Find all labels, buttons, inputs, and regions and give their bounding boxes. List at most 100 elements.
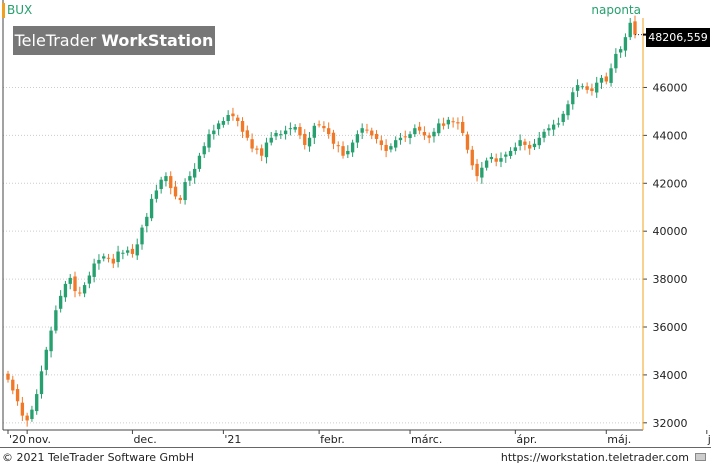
- candle-body: [97, 259, 101, 264]
- candle-body: [350, 142, 355, 153]
- candle-body: [623, 37, 628, 51]
- x-tick-label: febr.: [320, 433, 345, 446]
- y-tick-label: 46000: [653, 81, 688, 94]
- candle-body: [437, 123, 441, 134]
- y-tick-label: 44000: [653, 129, 688, 142]
- x-tick-label: dec.: [133, 433, 156, 446]
- candle-body: [15, 389, 20, 402]
- candle-body: [628, 22, 632, 38]
- window-icon[interactable]: [695, 453, 706, 461]
- candle-body: [30, 409, 34, 419]
- candle-body: [212, 130, 216, 135]
- candle-body: [317, 124, 321, 126]
- candle-body: [327, 128, 331, 135]
- candle-body: [264, 142, 269, 158]
- x-tick-label: '20: [9, 433, 26, 446]
- candle-body: [575, 85, 580, 91]
- ticker-label[interactable]: BUX: [7, 3, 33, 17]
- candle-body: [54, 310, 58, 331]
- candle-body: [422, 132, 427, 136]
- candle-body: [403, 136, 407, 138]
- candle-body: [87, 275, 92, 284]
- x-tick-label: máj.: [607, 433, 631, 446]
- candle-body: [618, 49, 623, 53]
- price-chart[interactable]: 32000 34000 36000 38000 40000 42000 44000 46000…: [0, 0, 711, 447]
- candle-body: [274, 132, 278, 137]
- candle-body: [159, 179, 163, 190]
- candle-body: [312, 125, 316, 138]
- candle-body: [279, 134, 283, 136]
- candle-body: [307, 137, 312, 147]
- candle-body: [255, 148, 259, 150]
- candle-body: [111, 258, 115, 264]
- candle-body: [11, 379, 15, 391]
- candle-body: [125, 250, 130, 253]
- candle-body: [178, 197, 182, 201]
- candle-body: [25, 415, 29, 421]
- candle-body: [355, 134, 360, 143]
- candle-body: [44, 349, 48, 370]
- footer-url[interactable]: https://workstation.teletrader.com: [500, 451, 689, 464]
- candle-body: [250, 139, 254, 149]
- candle-body: [92, 263, 96, 277]
- candle-body: [508, 150, 513, 156]
- candle-body: [614, 53, 618, 69]
- candle-body: [221, 121, 226, 125]
- candle-body: [456, 122, 460, 124]
- candle-body: [547, 128, 551, 131]
- candle-body: [360, 128, 364, 133]
- interval-label[interactable]: naponta: [591, 3, 641, 17]
- candle-body: [427, 135, 431, 138]
- watermark-bold: WorkStation: [101, 31, 214, 50]
- candle-body: [551, 124, 556, 130]
- candle-body: [35, 394, 39, 412]
- candle-body: [216, 123, 221, 130]
- candle-body: [183, 182, 187, 201]
- candle-body: [102, 256, 106, 259]
- y-tick-label: 38000: [653, 273, 688, 286]
- candle-body: [571, 92, 575, 105]
- candle-body: [322, 126, 326, 129]
- y-tick-label: 36000: [653, 321, 688, 334]
- candle-body: [374, 133, 379, 139]
- candle-body: [145, 216, 149, 227]
- candle-body: [513, 147, 518, 151]
- y-tick-label: 40000: [653, 225, 688, 238]
- candle-body: [461, 121, 465, 133]
- candle-body: [226, 115, 230, 121]
- candle-body: [116, 251, 120, 263]
- candle-body: [135, 244, 139, 256]
- candle-body: [580, 86, 585, 88]
- candle-body: [63, 283, 68, 298]
- candle-body: [68, 277, 72, 284]
- candle-body: [470, 149, 474, 166]
- x-tick-label: nov.: [28, 433, 51, 446]
- candle-body: [140, 227, 144, 245]
- candle-body: [6, 373, 10, 380]
- candle-body: [169, 176, 173, 189]
- candle-body: [106, 257, 111, 259]
- candle-body: [389, 146, 393, 150]
- x-tick-label: jún.: [707, 433, 711, 446]
- y-tick-label: 32000: [653, 417, 688, 430]
- candle-body: [417, 126, 422, 131]
- candle-body: [236, 117, 240, 121]
- candle-body: [542, 131, 546, 138]
- candle-body: [336, 145, 340, 147]
- candle-body: [384, 144, 388, 151]
- candle-body: [599, 77, 604, 83]
- candle-body: [73, 276, 77, 292]
- candle-body: [595, 82, 599, 93]
- candle-body: [293, 126, 297, 130]
- candle-body: [441, 123, 446, 126]
- candle-body: [149, 198, 154, 219]
- candle-body: [451, 121, 455, 123]
- candle-body: [484, 160, 489, 168]
- candle-body: [121, 252, 125, 254]
- candle-body: [298, 126, 302, 136]
- candle-body: [39, 371, 44, 395]
- candle-body: [532, 143, 537, 148]
- candle-body: [556, 123, 561, 125]
- footer: © 2021 TeleTrader Software GmbH https://…: [0, 447, 711, 466]
